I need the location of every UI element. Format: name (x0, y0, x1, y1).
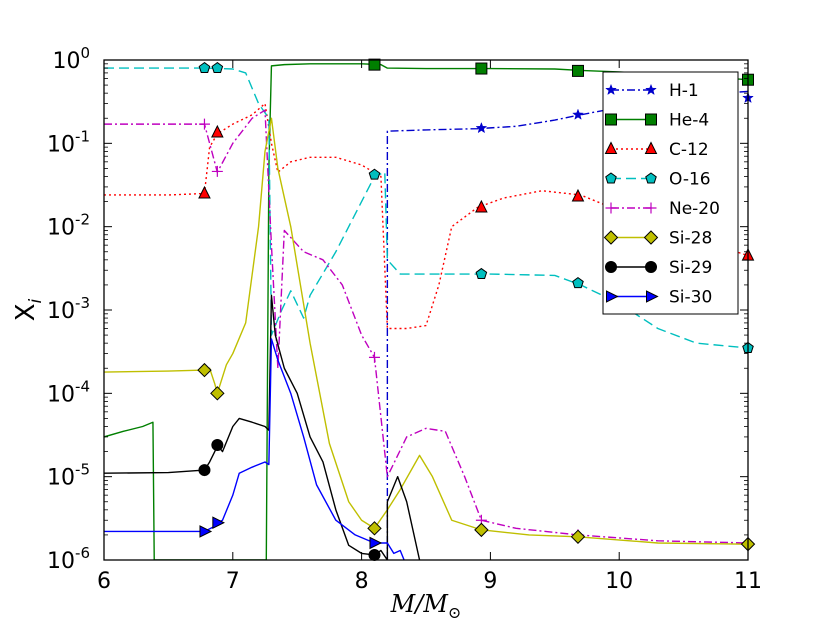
legend-marker-c-12-a (604, 141, 618, 154)
marker-h-1-0 (475, 121, 488, 134)
marker-he-4-1 (475, 62, 488, 75)
legend-label-c-12: C-12 (669, 140, 709, 160)
x-tick-label-2: 8 (355, 569, 369, 594)
legend-marker-c-12-b (644, 141, 658, 154)
marker-o-16-4 (572, 277, 584, 289)
legend-marker-si-28-b (643, 230, 659, 245)
x-tick-labels: 6 7 8 9 10 11 (97, 569, 762, 594)
legend-label-si-30: Si-30 (669, 288, 712, 308)
y-axis-label: Xi (11, 298, 46, 321)
marker-he-4-0 (368, 58, 381, 71)
marker-h-1-1 (572, 108, 584, 120)
legend-marker-si-29-b (645, 261, 657, 273)
legend-marker-ne-20-a (605, 202, 617, 214)
marker-ne-20-1 (211, 165, 223, 177)
series-line-h-1 (386, 90, 748, 560)
legend-label-ne-20: Ne-20 (669, 199, 720, 219)
marker-c-12-1 (211, 124, 224, 138)
marker-si-29-2 (368, 548, 381, 561)
marker-ne-20-2 (368, 351, 380, 363)
y-tick-label-1: 10-5 (47, 461, 90, 491)
x-tick-label-4: 10 (605, 569, 633, 594)
y-tick-label-0: 10-6 (47, 544, 90, 574)
legend-marker-o-16-a (605, 172, 617, 184)
legend-box (602, 71, 739, 315)
marker-si-29-0 (198, 464, 211, 477)
legend-label-h-1: H-1 (669, 81, 699, 101)
series-line-ne-20 (104, 109, 748, 544)
x-tick-label-5: 11 (734, 569, 762, 594)
marker-o-16-3 (475, 267, 488, 279)
marker-si-28-2 (367, 521, 382, 536)
legend-marker-si-28-a (603, 230, 619, 245)
marker-c-12-0 (198, 185, 211, 199)
legend-label-o-16: O-16 (669, 170, 711, 190)
marker-o-16-2 (368, 168, 381, 180)
y-tick-labels: 10-6 10-5 10-4 10-3 10-2 10-1 100 (47, 44, 90, 574)
y-tick-label-2: 10-4 (47, 377, 90, 407)
y-tick-label-3: 10-3 (47, 294, 90, 324)
legend-marker-si-29-a (605, 261, 617, 273)
legend-marker-si-30-b (646, 290, 659, 303)
marker-si-28-0 (197, 362, 212, 378)
legend-marker-he-4-b (645, 113, 657, 126)
marker-he-4-2 (571, 64, 584, 77)
marker-si-30-2 (369, 536, 383, 550)
marker-si-28-1 (210, 386, 225, 401)
legend-marker-he-4-a (605, 113, 617, 126)
marker-si-29-1 (211, 438, 224, 451)
tick-layer (103, 59, 749, 561)
x-tick-label-0: 6 (97, 569, 111, 594)
x-axis-label: M/M⊙ (390, 590, 462, 622)
marker-si-28-4 (570, 529, 586, 544)
legend-marker-o-16-b (645, 172, 657, 184)
marker-c-12-2 (475, 199, 488, 213)
marker-si-30-1 (212, 516, 225, 530)
x-tick-label-3: 9 (483, 569, 497, 594)
legend-marker-ne-20-b (645, 202, 657, 214)
legend-label-si-29: Si-29 (669, 258, 712, 278)
x-tick-label-1: 7 (226, 569, 240, 594)
legend-marker-h-1-b (645, 83, 657, 96)
legend: H-1 He-4 C-12 O-16 Ne-20 Si-28 Si-29 Si-30 (602, 71, 739, 315)
legend-label-he-4: He-4 (669, 111, 709, 131)
marker-o-16-0 (198, 61, 211, 74)
marker-si-28-3 (474, 522, 489, 538)
legend-marker-si-30-a (606, 290, 619, 303)
y-tick-label-5: 10-1 (47, 127, 90, 157)
y-tick-label-4: 10-2 (47, 211, 90, 241)
y-tick-label-6: 100 (52, 44, 90, 74)
legend-marker-h-1-a (605, 83, 617, 96)
series-line-c-12 (104, 102, 748, 330)
marker-si-30-0 (199, 525, 213, 538)
marker-ne-20-0 (198, 118, 210, 130)
marker-o-16-1 (211, 61, 224, 74)
marker-c-12-3 (571, 188, 585, 202)
legend-label-si-28: Si-28 (669, 229, 712, 249)
